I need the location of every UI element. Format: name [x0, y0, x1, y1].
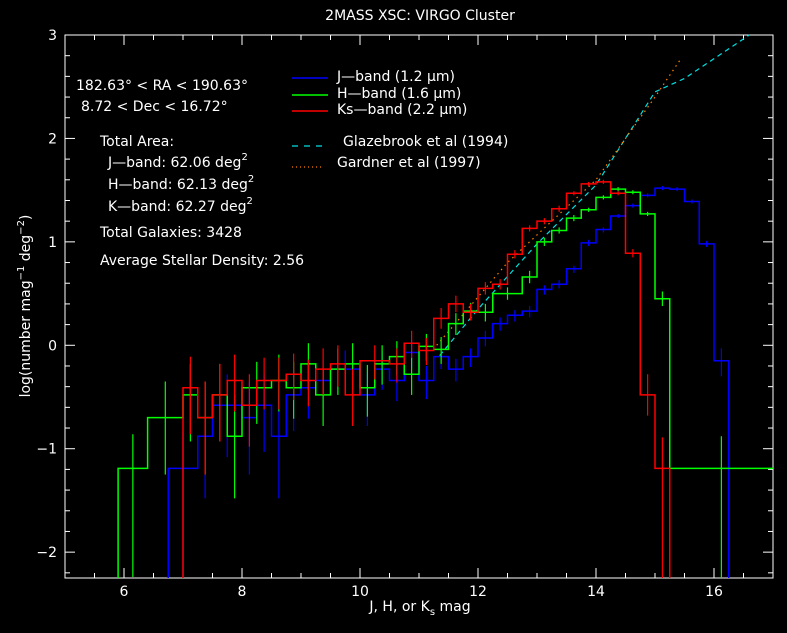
x-axis-label: J, H, or Ks mag: [368, 599, 470, 618]
legend-label-glazebrook: Glazebrook et al (1994): [343, 134, 508, 150]
x-tick-label: 8: [238, 584, 247, 600]
area-k-text: K—band: 62.27 deg: [108, 199, 247, 215]
x-label-main: J, H, or K: [368, 599, 430, 615]
x-tick-label: 6: [120, 584, 129, 600]
y-tick-label: −2: [36, 545, 57, 561]
x-tick-label: 16: [705, 584, 723, 600]
y-label-part1: log(number mag: [18, 280, 34, 397]
legend-label-j: J—band (1.2 μm): [336, 69, 455, 85]
legend-label-h: H—band (1.6 μm): [337, 86, 461, 102]
series-k: [182, 179, 671, 578]
y-label-sup1: −1: [16, 266, 27, 281]
y-tick-label: 2: [48, 131, 57, 147]
area-j: J—band: 62.06 deg2: [107, 152, 248, 171]
total-area-label: Total Area:: [99, 134, 174, 150]
stellar-density: Average Stellar Density: 2.56: [100, 253, 304, 269]
x-tick-label: 10: [351, 584, 369, 600]
series-j: [167, 186, 730, 578]
plot-marks: [117, 34, 773, 578]
area-j-sup: 2: [241, 152, 247, 163]
histogram-step-line: [182, 181, 671, 578]
legend-label-gardner: Gardner et al (1997): [337, 155, 481, 171]
area-h: H—band: 62.13 deg2: [108, 174, 254, 193]
x-label-subscript: s: [430, 607, 435, 618]
x-tick-label: 12: [469, 584, 487, 600]
area-h-text: H—band: 62.13 deg: [108, 177, 248, 193]
histogram-step-line: [117, 188, 773, 578]
y-label-sup2: −2: [16, 220, 27, 235]
info-block: 182.63° < RA < 190.63° 8.72 < Dec < 16.7…: [76, 78, 304, 269]
total-galaxies: Total Galaxies: 3428: [99, 225, 242, 241]
model-line-dashed: [439, 34, 750, 357]
histogram-step-line: [167, 187, 730, 578]
model-line-dotted: [436, 57, 683, 346]
x-label-unit: mag: [435, 599, 471, 615]
area-j-text: J—band: 62.06 deg: [107, 155, 241, 171]
y-label-part3: ): [18, 215, 34, 220]
legend-label-k: Ks—band (2.2 μm): [337, 102, 467, 118]
y-tick-label: 1: [48, 235, 57, 251]
y-tick-label: 0: [48, 338, 57, 354]
area-h-sup: 2: [248, 174, 254, 185]
y-axis-label: log(number mag−1 deg−2): [16, 215, 34, 398]
dec-range: 8.72 < Dec < 16.72°: [81, 99, 228, 115]
x-tick-label: 14: [587, 584, 605, 600]
chart-title: 2MASS XSC: VIRGO Cluster: [325, 8, 515, 24]
y-label-part2: deg: [18, 235, 34, 266]
area-k: K—band: 62.27 deg2: [108, 196, 253, 215]
ra-range: 182.63° < RA < 190.63°: [76, 78, 248, 94]
y-tick-label: −1: [36, 442, 57, 458]
y-tick-label: 3: [48, 28, 57, 44]
series-h: [117, 187, 773, 578]
legend: J—band (1.2 μm) H—band (1.6 μm) Ks—band …: [292, 69, 508, 171]
area-k-sup: 2: [247, 196, 253, 207]
